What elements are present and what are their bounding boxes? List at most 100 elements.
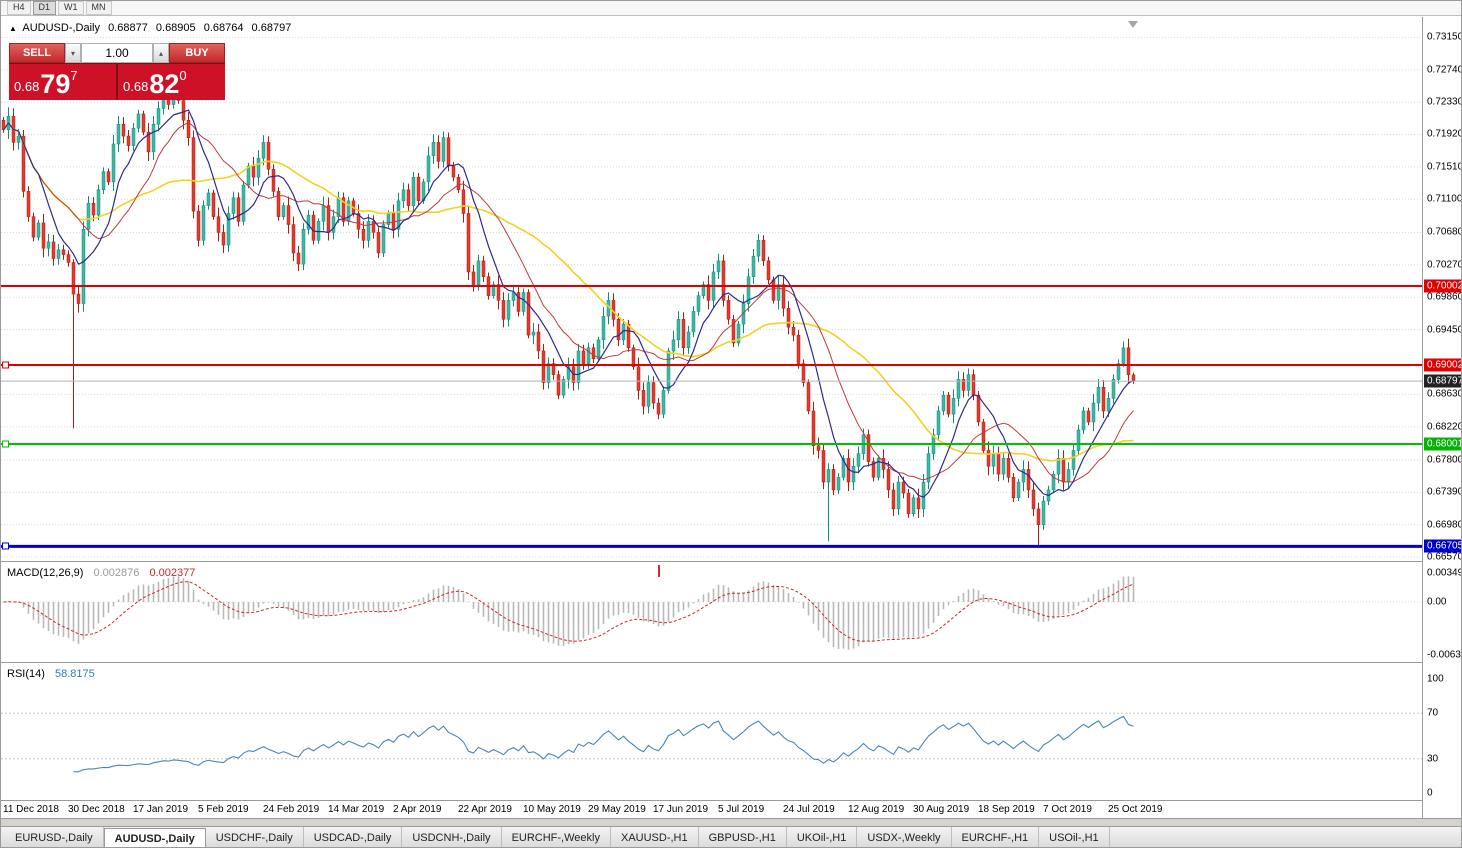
tab-usoil-h1[interactable]: USOil-,H1: [1039, 827, 1110, 847]
macd-label: MACD(12,26,9) 0.002876 0.002377: [7, 567, 195, 579]
price-badge-level: 0.66705: [1424, 539, 1461, 553]
tab-gbpusd-h1[interactable]: GBPUSD-,H1: [699, 827, 787, 847]
timeframe-button-mn[interactable]: MN: [85, 1, 112, 15]
price-tick: 0.66570: [1427, 551, 1462, 563]
tab-xauusd-h1[interactable]: XAUUSD-,H1: [611, 827, 699, 847]
sell-price-prefix: 0.68: [14, 79, 40, 94]
macd-scale-tick: -0.00637: [1427, 649, 1461, 661]
sell-price-sup: 7: [70, 68, 78, 83]
macd-scale-tick: 0.00349: [1427, 567, 1462, 579]
line-handle[interactable]: [2, 542, 9, 550]
date-label: 12 Aug 2019: [848, 804, 905, 815]
ohlc-high: 0.68905: [155, 22, 196, 34]
tab-ukoil-h1[interactable]: UKOil-,H1: [787, 827, 858, 847]
ohlc-open: 0.68877: [108, 22, 148, 34]
date-label: 5 Feb 2019: [198, 804, 249, 815]
price-tick: 0.72330: [1427, 96, 1462, 108]
rsi-name: RSI(14): [7, 668, 45, 680]
rsi-scale-tick: 0: [1427, 787, 1433, 799]
price-tick: 0.68630: [1427, 388, 1462, 400]
date-label: 30 Aug 2019: [913, 804, 970, 815]
chart-shift-marker: [1128, 21, 1138, 28]
date-label: 5 Jul 2019: [718, 804, 765, 815]
date-label: 7 Oct 2019: [1043, 804, 1092, 815]
volume-input[interactable]: 1.00: [81, 43, 153, 63]
sell-price-display[interactable]: 0.68 79 7: [9, 64, 116, 100]
tab-usdchf-daily[interactable]: USDCHF-,Daily: [206, 827, 304, 847]
grid-lines: [1, 36, 1422, 558]
macd-histogram: [2, 576, 1135, 650]
date-label: 10 May 2019: [523, 804, 581, 815]
price-tick: 0.70680: [1427, 226, 1462, 238]
date-label: 29 May 2019: [588, 804, 646, 815]
panel-divider: [1, 800, 1461, 801]
macd-scale-tick: 0.00: [1427, 596, 1447, 608]
date-label: 14 Mar 2019: [328, 804, 385, 815]
tab-eurusd-daily[interactable]: EURUSD-,Daily: [5, 827, 104, 847]
moving-averages: [2, 109, 1134, 498]
sell-price-big: 79: [40, 69, 71, 99]
price-tick: 0.72740: [1427, 64, 1462, 76]
price-tick: 0.67390: [1427, 486, 1462, 498]
macd-main-value: 0.002876: [93, 567, 140, 579]
price-tick: 0.71920: [1427, 128, 1462, 140]
price-tick: 0.71100: [1427, 193, 1462, 205]
price-tick: 0.66980: [1427, 519, 1462, 531]
price-tick: 0.67800: [1427, 454, 1462, 466]
tab-usdcnh-daily[interactable]: USDCNH-,Daily: [402, 827, 502, 847]
buy-price-prefix: 0.68: [123, 79, 149, 94]
date-label: 2 Apr 2019: [393, 804, 442, 815]
timeframe-button-h4[interactable]: H4: [7, 1, 31, 15]
tab-eurchf-h1[interactable]: EURCHF-,H1: [952, 827, 1040, 847]
panel-divider[interactable]: [1, 561, 1461, 562]
date-label: 18 Sep 2019: [978, 804, 1035, 815]
symbol-icon: ▲: [9, 24, 17, 33]
date-label: 22 Apr 2019: [458, 804, 512, 815]
buy-price-big: 82: [149, 69, 180, 99]
one-click-trading-panel: SELL ▾ 1.00 ▴ BUY 0.68 79 7 0.68 82 0: [9, 43, 225, 100]
ohlc-close: 0.68797: [251, 22, 292, 34]
chart-symbol-period: AUDUSD-,Daily: [22, 22, 100, 34]
price-tick: 0.71510: [1427, 161, 1462, 173]
buy-price-sup: 0: [179, 68, 187, 83]
rsi-value: 58.8175: [54, 668, 95, 680]
timeframe-button-d1[interactable]: D1: [32, 1, 57, 15]
price-badge-level: 0.69002: [1424, 358, 1461, 372]
buy-price-display[interactable]: 0.68 82 0: [118, 64, 225, 100]
date-label: 24 Feb 2019: [263, 804, 320, 815]
price-tick: 0.69450: [1427, 324, 1462, 336]
price-badge-level: 0.68001: [1424, 437, 1461, 451]
volume-decrease-button[interactable]: ▾: [65, 43, 81, 63]
date-label: 17 Jan 2019: [133, 804, 189, 815]
tab-usdcad-daily[interactable]: USDCAD-,Daily: [304, 827, 403, 847]
price-tick: 0.68220: [1427, 421, 1462, 433]
price-tick: 0.69860: [1427, 291, 1462, 303]
macd-name: MACD(12,26,9): [7, 567, 84, 579]
rsi-scale-tick: 70: [1427, 707, 1439, 719]
date-axis: 11 Dec 2018 30 Dec 2018 17 Jan 2019 5 Feb 2…: [1, 800, 1422, 818]
price-badge-current: 0.68797: [1424, 374, 1461, 388]
tab-usdx-weekly[interactable]: USDX-,Weekly: [857, 827, 952, 847]
chart-tabs: EURUSD-,Daily AUDUSD-,Daily USDCHF-,Daily U…: [1, 826, 1461, 847]
tab-audusd-daily[interactable]: AUDUSD-,Daily: [103, 828, 206, 847]
price-tick: 0.73150: [1427, 31, 1462, 43]
buy-button[interactable]: BUY: [169, 43, 225, 63]
volume-increase-button[interactable]: ▴: [153, 43, 169, 63]
rsi-label: RSI(14) 58.8175: [7, 668, 95, 680]
date-label: 25 Oct 2019: [1108, 804, 1163, 815]
price-tick: 0.70270: [1427, 259, 1462, 271]
candlestick-chart: [1, 36, 1422, 558]
window-band: [1, 818, 1461, 827]
price-badge-level: 0.70002: [1424, 279, 1461, 293]
rsi-chart: [1, 712, 1422, 773]
panel-divider[interactable]: [1, 662, 1461, 663]
rsi-scale-tick: 100: [1427, 673, 1444, 685]
sell-button[interactable]: SELL: [9, 43, 65, 63]
line-handle[interactable]: [2, 440, 9, 448]
horizontal-level-lines: [1, 285, 1422, 548]
tab-eurchf-weekly[interactable]: EURCHF-,Weekly: [502, 827, 611, 847]
date-label: 30 Dec 2018: [68, 804, 125, 815]
line-handle[interactable]: [2, 361, 9, 369]
timeframe-button-w1[interactable]: W1: [58, 1, 84, 15]
